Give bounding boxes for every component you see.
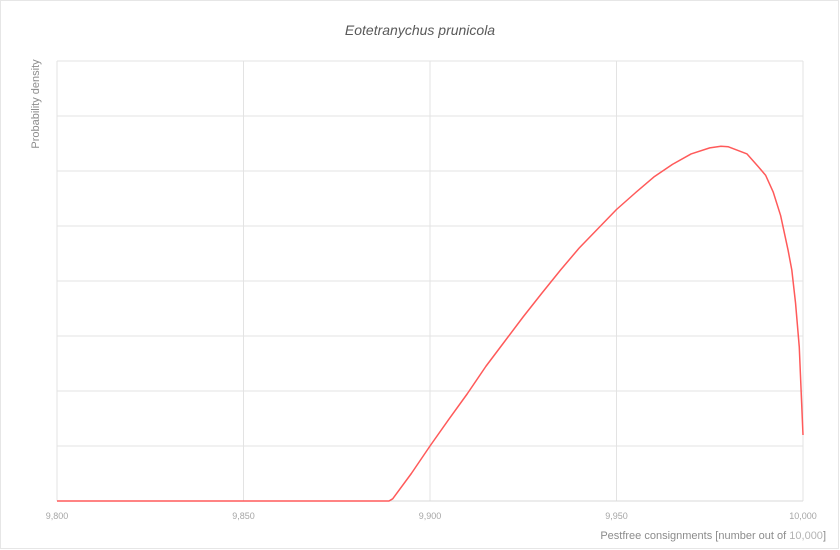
x-tick-label: 10,000 bbox=[789, 511, 817, 521]
x-tick-label: 9,850 bbox=[232, 511, 255, 521]
x-tick-label: 9,900 bbox=[419, 511, 442, 521]
x-tick-label: 9,800 bbox=[46, 511, 69, 521]
x-axis-label-max: 10,000 bbox=[789, 530, 823, 542]
x-tick-labels: 9,800 9,850 9,900 9,950 10,000 bbox=[46, 511, 817, 521]
x-axis-label-text: Pestfree consignments [number out of bbox=[600, 530, 787, 542]
x-gridlines bbox=[56, 61, 804, 502]
x-axis-label: Pestfree consignments [number out of 10,… bbox=[600, 530, 826, 542]
x-axis-label-close: ] bbox=[822, 530, 826, 542]
chart-title: Eotetranychus prunicola bbox=[344, 22, 496, 38]
series-layer bbox=[57, 145, 804, 502]
series-line bbox=[57, 145, 804, 502]
x-tick-label: 9,950 bbox=[605, 511, 628, 521]
